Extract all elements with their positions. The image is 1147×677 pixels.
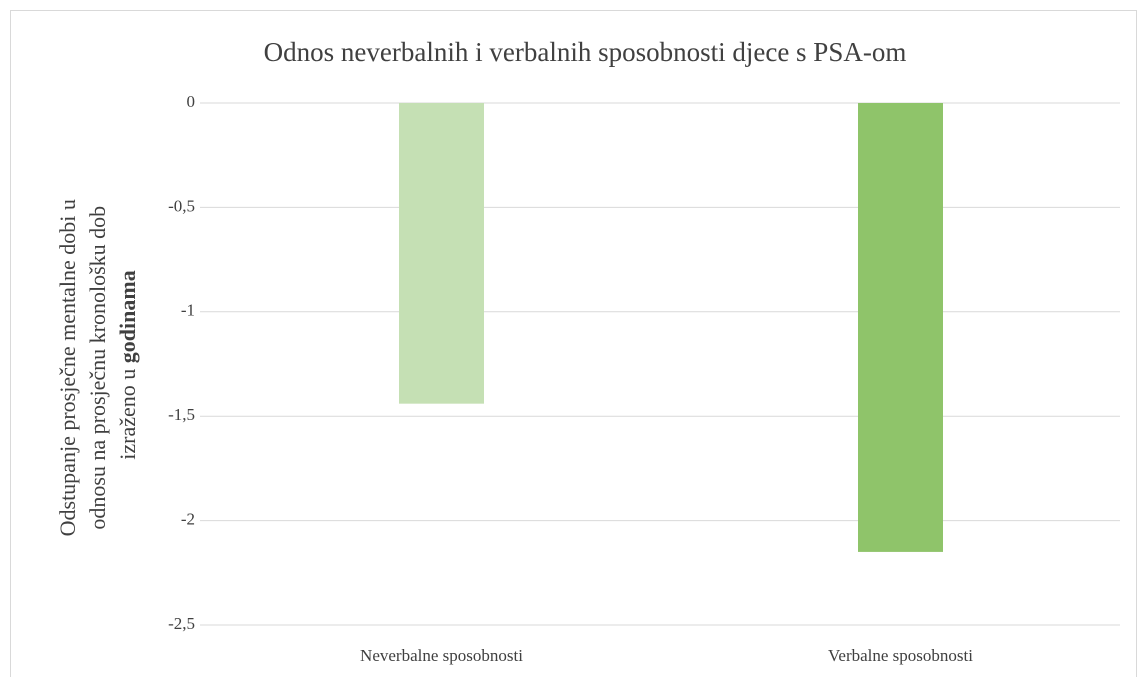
y-label-line: izraženo u godinama [115,270,140,459]
y-tick-label: -2 [181,510,195,529]
x-tick-label: Neverbalne sposobnosti [360,646,523,665]
y-tick-label: -0,5 [168,196,195,215]
y-tick-label: -1 [181,301,195,320]
y-label-part: izraženo u [115,369,140,460]
x-tick-label: Verbalne sposobnosti [828,646,973,665]
bar [858,103,943,552]
chart-border [10,10,1137,677]
chart-title: Odnos neverbalnih i verbalnih sposobnost… [264,37,907,67]
y-label-line: Odstupanje prosječne mentalne dobi u [55,199,80,536]
y-tick-label: -1,5 [168,405,195,424]
y-axis-label: Odstupanje prosječne mentalne dobi u odn… [55,194,140,537]
y-label-line: odnosu na prosječnu kronološku dob [85,206,110,530]
bar [399,103,484,404]
y-tick-label: -2,5 [168,614,195,633]
y-label-bold: godinama [115,270,140,363]
y-tick-label: 0 [187,92,196,111]
